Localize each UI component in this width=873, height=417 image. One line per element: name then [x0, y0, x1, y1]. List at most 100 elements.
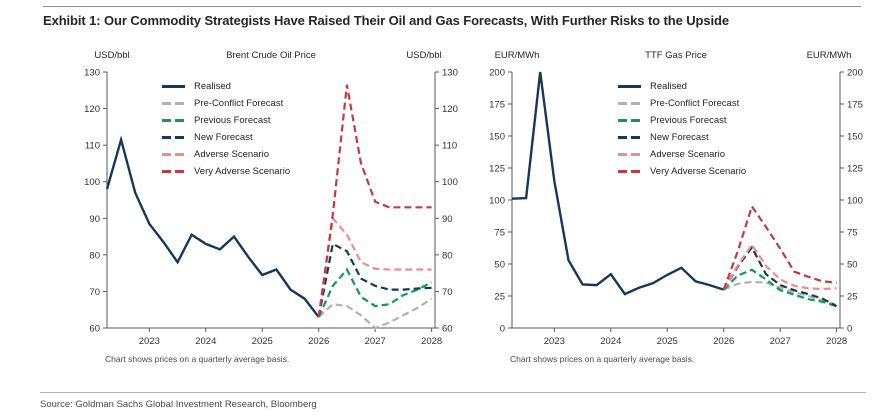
legend-item-pre-conflict-forecast: Pre-Conflict Forecast: [162, 95, 342, 112]
x-tick-label: 2026: [713, 336, 734, 347]
legend-swatch: [618, 170, 641, 173]
y-tick-label-right: 150: [847, 132, 863, 143]
x-tick-label: 2024: [195, 336, 216, 347]
series-line-realised: [511, 71, 725, 296]
legend-label: Previous Forecast: [194, 115, 271, 126]
y-tick-label-right: 25: [847, 292, 858, 303]
y-tick-label-left: 120: [84, 104, 100, 115]
x-tick-label: 2027: [770, 336, 791, 347]
legend-swatch: [162, 119, 185, 122]
legend-item-realised: Realised: [162, 78, 342, 95]
legend-item-previous-forecast: Previous Forecast: [162, 112, 342, 129]
y-tick-label-right: 100: [847, 196, 863, 207]
y-tick-label-left: 50: [494, 260, 505, 271]
series-line-new-forecast: [317, 242, 432, 318]
series-line-pre-conflict-forecast: [317, 297, 433, 330]
legend-swatch: [162, 136, 185, 139]
legend-swatch: [618, 102, 641, 105]
legend-label: Adverse Scenario: [194, 149, 269, 160]
y-tick-label-left: 25: [494, 292, 505, 303]
ttf-axis-unit-left: EUR/MWh: [494, 50, 540, 61]
legend-item-new-forecast: New Forecast: [162, 129, 342, 146]
y-tick-label-left: 75: [494, 228, 505, 239]
legend-item-new-forecast: New Forecast: [618, 129, 798, 146]
y-tick-label-left: 130: [84, 68, 100, 79]
series-line-pre-conflict-forecast: [723, 280, 837, 307]
legend-label: New Forecast: [650, 132, 709, 143]
y-tick-label-right: 70: [442, 287, 453, 298]
x-tick-label: 2027: [365, 336, 386, 347]
y-tick-label-left: 0: [500, 324, 505, 335]
series-line-very-adverse-scenario: [722, 203, 837, 290]
series-line-new-forecast: [722, 245, 838, 308]
y-tick-label-left: 100: [84, 177, 100, 188]
exhibit-title: Exhibit 1: Our Commodity Strategists Hav…: [43, 13, 729, 28]
brent-axis-unit-left: USD/bbl: [94, 50, 130, 61]
y-tick-label-right: 75: [847, 228, 858, 239]
legend-label: Adverse Scenario: [650, 149, 725, 160]
series-line-adverse-scenario: [317, 215, 432, 318]
y-tick-label-left: 175: [489, 100, 505, 111]
x-tick-label: 2028: [826, 336, 847, 347]
legend-swatch: [618, 136, 641, 139]
brent-footnote: Chart shows prices on a quarterly averag…: [105, 354, 290, 364]
y-tick-label-left: 200: [489, 68, 505, 79]
ttf-chart-title: TTF Gas Price: [645, 50, 707, 61]
legend-item-adverse-scenario: Adverse Scenario: [162, 146, 342, 163]
x-tick-label: 2023: [139, 336, 160, 347]
ttf-plot-svg: 0 0 25 25 50 50 75 75 100 100 125 125 150 150 175 175 20…: [489, 68, 863, 348]
legend-swatch: [618, 119, 641, 122]
legend-item-very-adverse-scenario: Very Adverse Scenario: [162, 163, 342, 180]
legend-label: Previous Forecast: [650, 115, 727, 126]
source-line: Source: Goldman Sachs Global Investment …: [40, 399, 317, 410]
legend-swatch: [162, 102, 185, 105]
x-tick-label: 2025: [657, 336, 678, 347]
brent-chart: USD/bbl Brent Crude Oil Price USD/bbl 60…: [40, 48, 468, 378]
legend-swatch: [162, 85, 185, 88]
series-line-very-adverse-scenario: [317, 84, 432, 318]
y-tick-label-right: 80: [442, 250, 453, 261]
ttf-axis-unit-right: EUR/MWh: [806, 50, 852, 61]
y-tick-label-right: 90: [442, 214, 453, 225]
series-line-realised: [105, 135, 320, 318]
legend-item-realised: Realised: [618, 78, 798, 95]
series-line-adverse-scenario: [722, 242, 837, 291]
y-tick-label-right: 200: [847, 68, 863, 79]
ttf-legend: Realised Pre-Conflict Forecast Previous Fo…: [618, 78, 798, 180]
top-rule: [43, 6, 861, 7]
brent-plot-svg: 60 60 70 70 80 80 90 90 100 100 110 110 120 120 130 130…: [84, 68, 458, 348]
x-tick-label: 2024: [600, 336, 621, 347]
x-tick-label: 2026: [308, 336, 329, 347]
legend-swatch: [162, 153, 185, 156]
legend-label: Realised: [194, 81, 231, 92]
x-tick-label: 2025: [252, 336, 273, 347]
y-tick-label-left: 100: [489, 196, 505, 207]
y-tick-label-left: 70: [89, 287, 100, 298]
series-line-previous-forecast: [317, 267, 433, 318]
y-tick-label-left: 90: [89, 214, 100, 225]
y-tick-label-right: 175: [847, 100, 863, 111]
ttf-chart: EUR/MWh TTF Gas Price EUR/MWh 0 0 25 25 50 50…: [445, 48, 873, 378]
legend-swatch: [618, 153, 641, 156]
y-tick-label-left: 60: [89, 324, 100, 335]
brent-axis-unit-right: USD/bbl: [406, 50, 442, 61]
y-tick-label-right: 130: [442, 68, 458, 79]
y-tick-label-right: 50: [847, 260, 858, 271]
brent-legend: Realised Pre-Conflict Forecast Previous Fo…: [162, 78, 342, 180]
y-tick-label-left: 150: [489, 132, 505, 143]
bottom-rule: [40, 392, 866, 393]
legend-label: Very Adverse Scenario: [650, 166, 747, 177]
y-tick-label-left: 80: [89, 250, 100, 261]
legend-swatch: [162, 170, 185, 173]
legend-item-previous-forecast: Previous Forecast: [618, 112, 798, 129]
series-line-previous-forecast: [722, 268, 837, 308]
y-tick-label-right: 60: [442, 324, 453, 335]
legend-label: Very Adverse Scenario: [194, 166, 291, 177]
brent-chart-title: Brent Crude Oil Price: [226, 50, 316, 61]
y-tick-label-right: 125: [847, 164, 863, 175]
legend-label: Realised: [650, 81, 687, 92]
legend-swatch: [618, 85, 641, 88]
x-tick-label: 2023: [544, 336, 565, 347]
legend-label: Pre-Conflict Forecast: [194, 98, 284, 109]
x-tick-label: 2028: [421, 336, 442, 347]
